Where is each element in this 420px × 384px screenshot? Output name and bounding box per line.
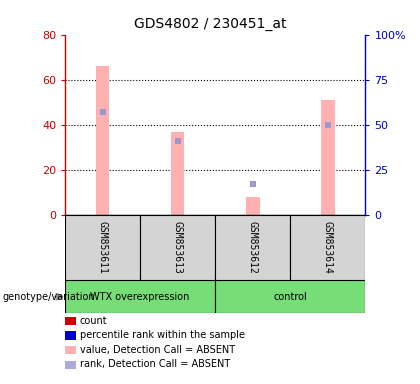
Bar (321, 100, 335, 215)
Bar (65, 361, 76, 369)
Text: GSM853613: GSM853613 (173, 221, 183, 274)
Bar (65, 280, 215, 313)
Bar (140, 215, 215, 280)
Text: GSM853614: GSM853614 (323, 221, 333, 274)
Bar (171, 132, 184, 215)
Bar (290, 215, 365, 280)
Bar (65, 331, 76, 340)
Text: rank, Detection Call = ABSENT: rank, Detection Call = ABSENT (80, 359, 230, 369)
Bar (96, 66, 109, 215)
Bar (246, 197, 260, 215)
Text: GSM853612: GSM853612 (248, 221, 258, 274)
Bar (65, 215, 140, 280)
Bar (65, 346, 76, 354)
Text: WTX overexpression: WTX overexpression (90, 291, 190, 302)
Text: count: count (80, 316, 108, 326)
Text: GDS4802 / 230451_at: GDS4802 / 230451_at (134, 17, 286, 31)
Bar (215, 215, 290, 280)
Text: percentile rank within the sample: percentile rank within the sample (80, 330, 245, 340)
Text: control: control (273, 291, 307, 302)
Bar (65, 317, 76, 325)
Bar (215, 280, 365, 313)
Text: value, Detection Call = ABSENT: value, Detection Call = ABSENT (80, 345, 235, 355)
Text: genotype/variation: genotype/variation (2, 291, 95, 302)
Text: GSM853611: GSM853611 (97, 221, 108, 274)
